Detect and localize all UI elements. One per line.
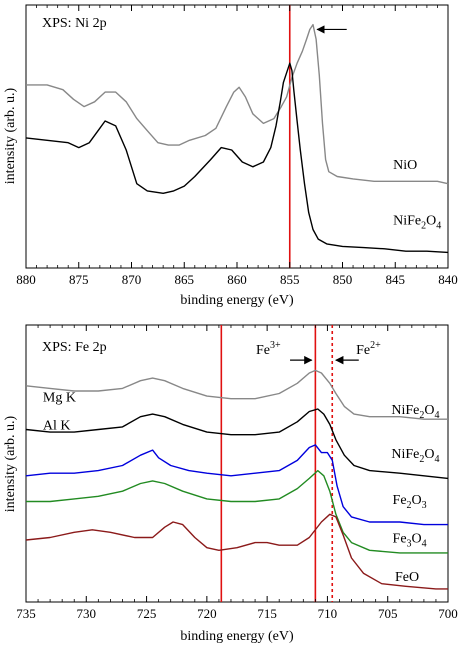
series-label-1: NiFe2O4 xyxy=(393,214,441,232)
series-label-0: NiFe2O4 xyxy=(391,403,439,421)
oxidation-label-0: Fe3+ xyxy=(256,340,281,358)
side-labels: Mg K Al K xyxy=(43,390,76,433)
y-axis-label: intensity (arb. u.) xyxy=(3,87,18,184)
series-label-4: FeO xyxy=(395,570,419,585)
series-line-2 xyxy=(25,444,448,526)
series-label-1: NiFe2O4 xyxy=(391,447,439,465)
series-line-1 xyxy=(25,62,449,254)
x-tick-label-2: 870 xyxy=(122,272,142,287)
series-group xyxy=(25,23,449,254)
x-tick-label-1: 875 xyxy=(69,272,89,287)
x-tick-label-6: 850 xyxy=(333,272,353,287)
annotations: Fe3+ Fe2+ xyxy=(256,340,381,365)
series-label-2: Fe2O3 xyxy=(393,493,427,511)
x-axis-label: binding energy (eV) xyxy=(180,629,294,644)
x-tick-label-7: 700 xyxy=(438,606,458,621)
x-axis-ticks xyxy=(25,5,449,268)
x-tick-label-3: 720 xyxy=(197,606,217,621)
x-tick-label-5: 855 xyxy=(280,272,300,287)
series-line-0 xyxy=(26,23,449,185)
series-labels: NiO NiFe2O4 xyxy=(393,158,441,231)
x-tick-label-4: 860 xyxy=(227,272,247,287)
series-labels: NiFe2O4 NiFe2O4 Fe2O3 Fe3O4 FeO xyxy=(391,403,439,585)
x-axis-ticks xyxy=(25,325,449,602)
plot-frame xyxy=(25,4,449,269)
x-axis-tick-labels: 735 730 725 720 715 710 705 700 xyxy=(16,606,458,621)
y-axis-label: intensity (arb. u.) xyxy=(3,415,18,512)
series-label-3: Fe3O4 xyxy=(393,532,427,550)
series-label-0: NiO xyxy=(393,158,417,173)
reference-lines xyxy=(220,325,334,602)
side-label-1: Al K xyxy=(43,419,71,434)
x-tick-label-8: 840 xyxy=(438,272,458,287)
x-tick-label-2: 725 xyxy=(137,606,157,621)
x-tick-label-1: 730 xyxy=(77,606,97,621)
plot-frame xyxy=(25,324,449,603)
side-label-0: Mg K xyxy=(43,390,76,405)
x-tick-label-7: 845 xyxy=(386,272,406,287)
x-axis-label: binding energy (eV) xyxy=(180,293,294,308)
x-tick-label-0: 880 xyxy=(16,272,36,287)
series-line-3 xyxy=(26,469,448,554)
x-tick-label-4: 715 xyxy=(257,606,277,621)
series-line-0 xyxy=(25,369,448,420)
x-tick-label-0: 735 xyxy=(16,606,36,621)
series-group xyxy=(25,369,449,590)
series-line-1 xyxy=(25,408,449,480)
x-tick-label-3: 865 xyxy=(175,272,195,287)
chart-title: XPS: Fe 2p xyxy=(42,340,107,355)
chart-title: XPS: Ni 2p xyxy=(42,16,107,31)
chart-fe-2p: XPS: Fe 2p 735 730 725 720 715 710 705 700 NiFe… xyxy=(3,324,458,644)
x-axis-tick-labels: 880 875 870 865 860 855 850 845 840 xyxy=(16,272,458,287)
series-line-4 xyxy=(25,513,448,590)
x-tick-label-6: 705 xyxy=(378,606,398,621)
chart-ni-2p: XPS: Ni 2p 880 875 870 865 860 855 850 845 840 N… xyxy=(3,4,458,308)
x-tick-label-5: 710 xyxy=(318,606,338,621)
oxidation-label-1: Fe2+ xyxy=(356,340,381,358)
